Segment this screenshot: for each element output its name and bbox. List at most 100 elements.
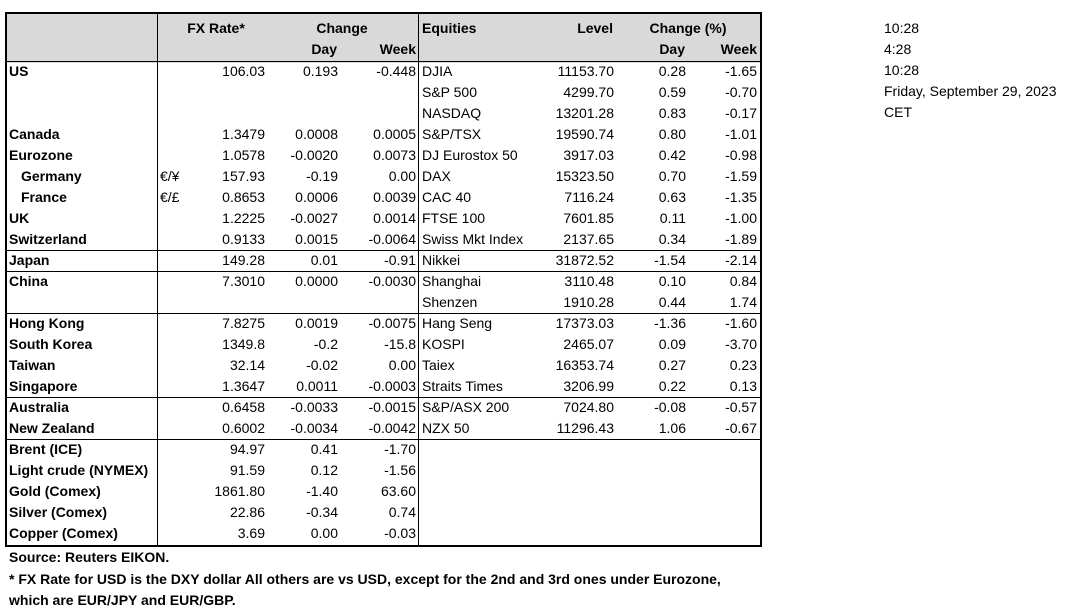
fx-rate: 7.3010 bbox=[222, 273, 265, 289]
row-name: Japan bbox=[9, 252, 50, 268]
column-rule bbox=[418, 12, 419, 545]
row-name: Hong Kong bbox=[9, 315, 85, 331]
equity-level: 11153.70 bbox=[557, 63, 614, 79]
fx-rate: 94.97 bbox=[229, 441, 265, 457]
equity-name: Shanghai bbox=[422, 273, 482, 289]
equity-week: -0.57 bbox=[725, 399, 757, 415]
fx-week: 0.0014 bbox=[373, 210, 416, 226]
fx-week: -0.91 bbox=[384, 252, 416, 268]
fx-day: 0.00 bbox=[310, 525, 338, 541]
equity-level: 17373.03 bbox=[555, 315, 614, 331]
equity-week: 0.23 bbox=[729, 357, 757, 373]
fx-day: 0.0000 bbox=[295, 273, 338, 289]
row-name: Taiwan bbox=[9, 357, 56, 373]
fx-week: -0.03 bbox=[384, 525, 416, 541]
fx-week: 0.00 bbox=[388, 168, 416, 184]
equity-week: 1.74 bbox=[729, 294, 757, 310]
fx-day: -0.0034 bbox=[290, 420, 338, 436]
equity-name: NZX 50 bbox=[422, 420, 470, 436]
fx-day: -1.40 bbox=[306, 483, 338, 499]
row-name: UK bbox=[9, 210, 30, 226]
header-rule bbox=[5, 61, 760, 62]
fx-day: 0.0006 bbox=[295, 189, 338, 205]
time-info: 4:28 bbox=[884, 41, 912, 57]
equity-name: Swiss Mkt Index bbox=[422, 231, 524, 247]
equity-day: 0.44 bbox=[658, 294, 686, 310]
equity-level: 2137.65 bbox=[563, 231, 614, 247]
equity-level: 19590.74 bbox=[555, 126, 614, 142]
fx-rate: 1861.80 bbox=[214, 483, 265, 499]
header-equities: Equities bbox=[422, 20, 477, 36]
equity-level: 1910.28 bbox=[563, 294, 614, 310]
equity-name: DJ Eurostox 50 bbox=[422, 147, 518, 163]
time-info: 10:28 bbox=[884, 62, 920, 78]
equity-week: -3.70 bbox=[725, 336, 757, 352]
fx-rate: 7.8275 bbox=[222, 315, 265, 331]
fx-equity-table bbox=[5, 12, 762, 547]
equity-week: -2.14 bbox=[725, 252, 757, 268]
fx-week: 0.0039 bbox=[373, 189, 416, 205]
equity-day: 0.22 bbox=[658, 378, 686, 394]
equity-name: Hang Seng bbox=[422, 315, 493, 331]
equity-level: 3110.48 bbox=[564, 273, 614, 289]
row-name: Eurozone bbox=[9, 147, 73, 163]
row-name: US bbox=[9, 63, 29, 79]
header-fx-rate: FX Rate* bbox=[187, 20, 245, 36]
fx-week: -1.56 bbox=[384, 462, 416, 478]
fx-rate: 149.28 bbox=[222, 252, 265, 268]
group-rule bbox=[5, 397, 760, 398]
fx-rate: 1.3479 bbox=[222, 126, 265, 142]
equity-name: KOSPI bbox=[422, 336, 465, 352]
group-rule bbox=[5, 439, 760, 440]
equity-day: 0.10 bbox=[658, 273, 686, 289]
equity-day: 0.11 bbox=[659, 210, 686, 226]
note: Source: Reuters EIKON. bbox=[9, 549, 170, 565]
fx-rate: 0.8653 bbox=[222, 189, 265, 205]
time-info: Friday, September 29, 2023 bbox=[884, 83, 1057, 99]
fx-day: -0.19 bbox=[306, 168, 338, 184]
column-rule bbox=[157, 12, 158, 545]
row-name: Singapore bbox=[9, 378, 78, 394]
fx-week: -0.0042 bbox=[368, 420, 416, 436]
equity-day: 0.09 bbox=[658, 336, 686, 352]
equity-name: FTSE 100 bbox=[422, 210, 486, 226]
row-name: France bbox=[21, 189, 67, 205]
fx-week: 63.60 bbox=[380, 483, 416, 499]
equity-name: Shenzen bbox=[422, 294, 478, 310]
fx-week: 0.74 bbox=[388, 504, 416, 520]
fx-week: -0.0030 bbox=[368, 273, 416, 289]
header-background bbox=[7, 14, 760, 63]
fx-week: -0.0003 bbox=[368, 378, 416, 394]
fx-rate: 0.6458 bbox=[222, 399, 265, 415]
fx-rate: 91.59 bbox=[229, 462, 265, 478]
fx-week: 0.00 bbox=[388, 357, 416, 373]
header-day: Day bbox=[311, 41, 337, 57]
equity-level: 16353.74 bbox=[555, 357, 614, 373]
group-rule bbox=[5, 313, 760, 314]
header-day: Day bbox=[659, 41, 685, 57]
fx-day: -0.2 bbox=[313, 336, 338, 352]
equity-name: CAC 40 bbox=[422, 189, 472, 205]
fx-rate: 0.6002 bbox=[222, 420, 265, 436]
equity-week: -1.60 bbox=[725, 315, 757, 331]
header-level: Level bbox=[577, 20, 613, 36]
row-name: Light crude (NYMEX) bbox=[9, 462, 149, 478]
equity-day: 0.42 bbox=[658, 147, 686, 163]
fx-day: 0.0019 bbox=[295, 315, 338, 331]
equity-day: -1.36 bbox=[654, 315, 686, 331]
fx-day: -0.0027 bbox=[290, 210, 338, 226]
equity-level: 3917.03 bbox=[563, 147, 614, 163]
fx-rate: 157.93 bbox=[222, 168, 265, 184]
equity-day: 0.34 bbox=[658, 231, 686, 247]
fx-rate: 0.9133 bbox=[222, 231, 265, 247]
equity-day: 0.80 bbox=[658, 126, 686, 142]
row-name: Brent (ICE) bbox=[9, 441, 83, 457]
equity-level: 7116.24 bbox=[564, 189, 614, 205]
fx-day: -0.02 bbox=[306, 357, 338, 373]
note: which are EUR/JPY and EUR/GBP. bbox=[9, 592, 236, 608]
group-rule bbox=[5, 250, 760, 251]
row-name: Switzerland bbox=[9, 231, 87, 247]
equity-day: 0.63 bbox=[658, 189, 686, 205]
row-name: Canada bbox=[9, 126, 60, 142]
